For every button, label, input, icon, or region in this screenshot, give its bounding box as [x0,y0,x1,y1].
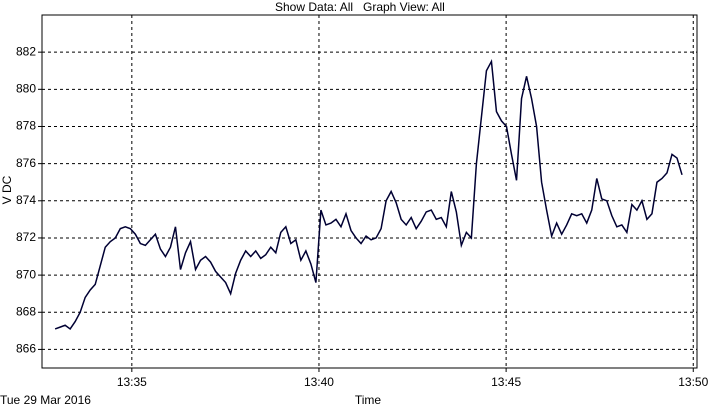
y-tick-label: 868 [16,304,36,318]
plot-frame [41,14,698,369]
data-line [54,58,683,331]
x-axis-label: Time [355,393,382,407]
date-label: Tue 29 Mar 2016 [0,393,91,407]
y-tick-label: 876 [16,156,36,170]
x-tick-label: 13:35 [117,375,147,389]
y-tick-label: 866 [16,342,36,356]
y-tick-label: 872 [16,230,36,244]
x-tick-label: 13:45 [491,375,521,389]
y-tick-label: 880 [16,81,36,95]
y-tick-label: 878 [16,119,36,133]
x-tick-label: 13:50 [678,375,708,389]
show-data: Show Data: All [275,0,353,14]
y-axis-label: V DC [0,175,14,204]
graph-view: Graph View: All [363,0,445,14]
y-tick-label: 870 [16,267,36,281]
x-tick-label: 13:40 [304,375,334,389]
y-tick-label: 874 [16,193,36,207]
y-tick-label: 882 [16,44,36,58]
